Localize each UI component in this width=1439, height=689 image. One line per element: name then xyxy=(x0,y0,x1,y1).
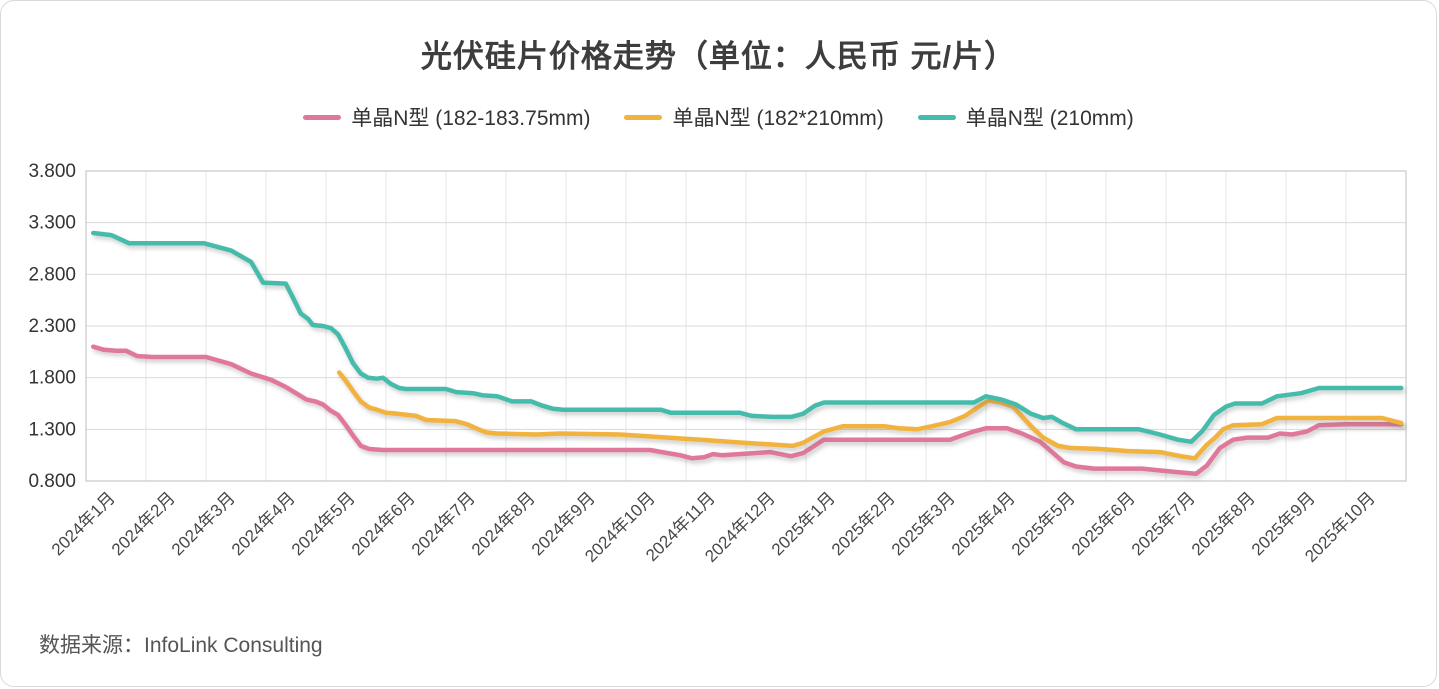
y-tick-label: 3.800 xyxy=(28,161,76,182)
series-line-1 xyxy=(336,370,1404,461)
y-tick-label: 0.800 xyxy=(28,471,76,492)
series-line-2 xyxy=(90,230,1404,444)
legend-line-icon xyxy=(624,114,663,120)
series-lines xyxy=(90,230,1404,477)
plot-border xyxy=(85,170,1407,482)
legend-line-icon xyxy=(917,114,956,120)
x-tick-label: 2024年4月 xyxy=(228,488,299,559)
x-tick-label: 2025年10月 xyxy=(1301,488,1379,566)
x-tick-label: 2024年2月 xyxy=(108,488,179,559)
legend-item-2[interactable]: 单晶N型 (210mm) xyxy=(917,102,1134,132)
data-source: 数据来源：InfoLink Consulting xyxy=(39,634,323,657)
y-axis-labels: 3.800 3.300 2.800 2.300 1.800 1.300 0.800 xyxy=(28,161,76,492)
x-gridlines xyxy=(85,171,1407,481)
x-tick-label: 2024年3月 xyxy=(168,488,239,559)
legend-item-1[interactable]: 单晶N型 (182*210mm) xyxy=(624,102,884,132)
legend: 单晶N型 (182-183.75mm) 单晶N型 (182*210mm) 单晶N型 … xyxy=(1,102,1436,132)
chart-title: 光伏硅片价格走势（单位：人民币 元/片） xyxy=(420,39,1017,74)
y-gridlines xyxy=(86,170,1406,482)
x-tick-label: 2024年11月 xyxy=(642,488,719,565)
legend-label: 单晶N型 (210mm) xyxy=(965,107,1134,130)
y-tick-label: 1.300 xyxy=(28,419,76,440)
legend-item-0[interactable]: 单晶N型 (182-183.75mm) xyxy=(303,102,590,132)
x-tick-label: 2025年5月 xyxy=(1008,488,1079,559)
x-tick-label: 2024年9月 xyxy=(528,488,599,559)
legend-label: 单晶N型 (182*210mm) xyxy=(672,107,884,130)
y-tick-label: 1.800 xyxy=(28,368,76,389)
x-tick-label: 2024年5月 xyxy=(288,488,359,559)
x-tick-label: 2024年6月 xyxy=(348,488,419,559)
x-tick-label: 2024年10月 xyxy=(581,488,659,566)
legend-line-icon xyxy=(303,114,342,120)
y-tick-label: 2.300 xyxy=(28,316,76,337)
series-line-0 xyxy=(90,344,1404,477)
y-tick-label: 3.300 xyxy=(28,213,76,234)
x-tick-label: 2025年6月 xyxy=(1068,488,1139,559)
x-tick-label: 2025年2月 xyxy=(828,488,899,559)
x-tick-label: 2024年8月 xyxy=(468,488,539,559)
legend-label: 单晶N型 (182-183.75mm) xyxy=(351,107,591,130)
x-tick-label: 2025年4月 xyxy=(948,488,1019,559)
x-tick-label: 2025年7月 xyxy=(1128,488,1199,559)
x-tick-label: 2025年1月 xyxy=(768,488,839,559)
x-tick-label: 2025年8月 xyxy=(1188,488,1259,559)
x-tick-label: 2024年7月 xyxy=(408,488,479,559)
x-tick-label: 2025年9月 xyxy=(1248,488,1319,559)
x-tick-label: 2025年3月 xyxy=(888,488,959,559)
x-tick-label: 2024年12月 xyxy=(701,488,779,566)
y-tick-label: 2.800 xyxy=(28,264,76,285)
x-tick-label: 2024年1月 xyxy=(48,488,119,559)
x-axis-labels: 2024年1月2024年2月2024年3月2024年4月2024年5月2024年… xyxy=(48,488,1379,566)
